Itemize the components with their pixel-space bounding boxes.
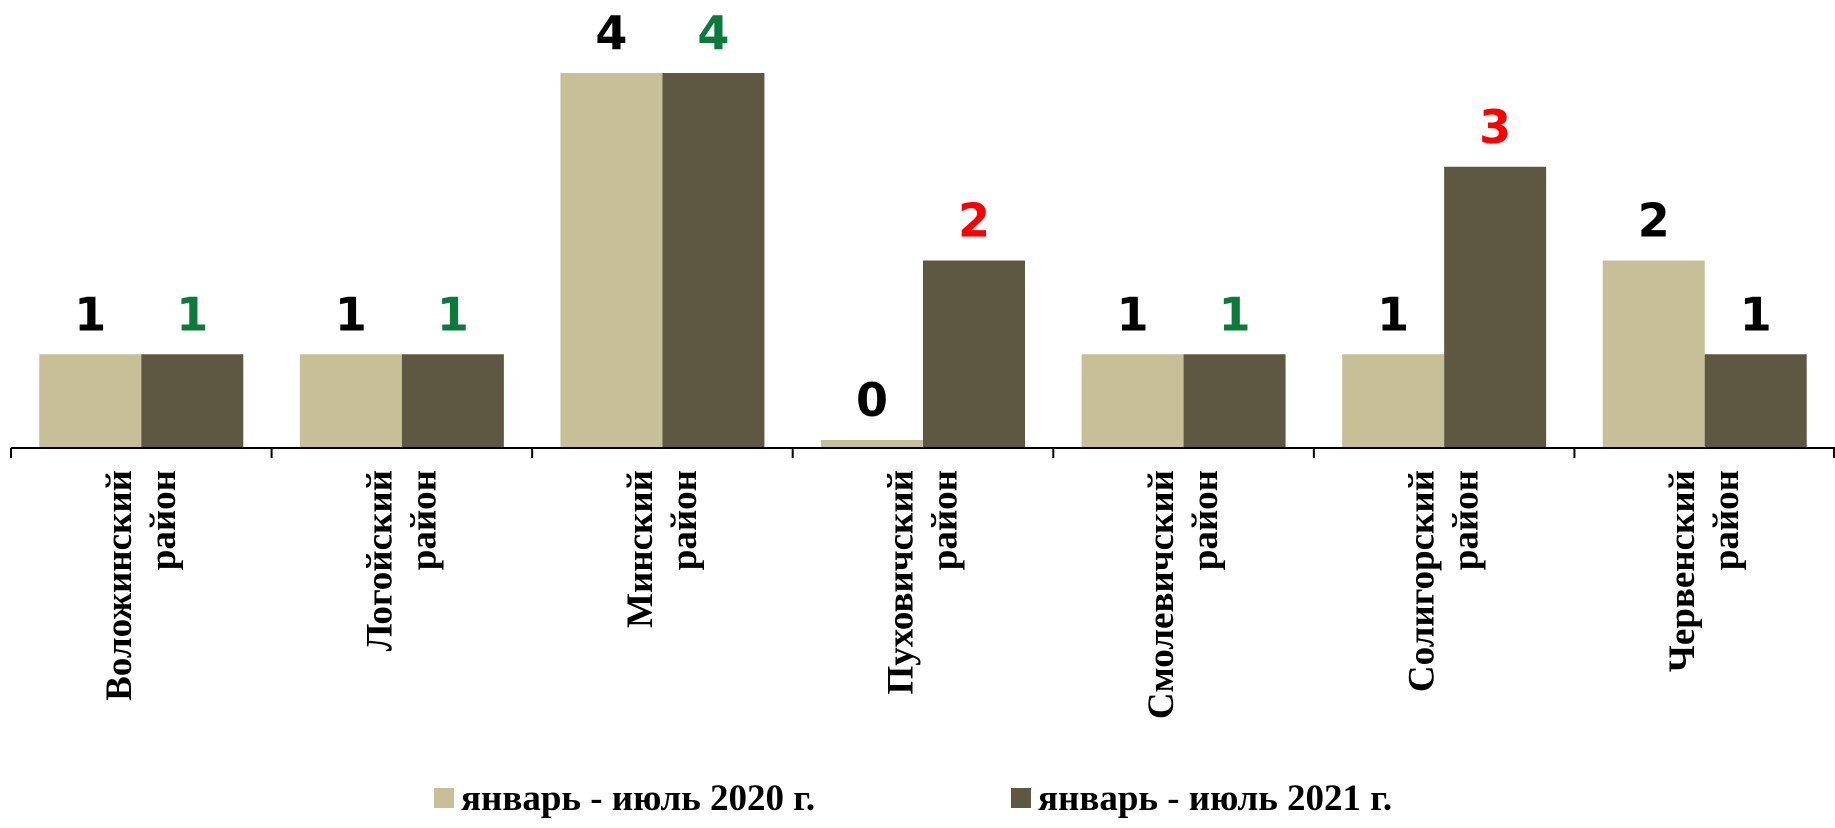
data-label-2021-3: 4 [697,6,729,60]
category-label-5-line-2: район [1185,470,1226,570]
category-label-6-line-2: район [1446,470,1487,570]
bar-2021-5 [1183,354,1286,448]
legend-label-2020: январь - июль 2020 г. [461,777,816,819]
legend-swatch-2020 [434,788,454,808]
category-label-3: Минский район [620,470,705,628]
bar-2020-2 [299,354,402,448]
category-label-6: Солигорский район [1402,470,1487,692]
legend-item-2020: январь - июль 2020 г. [434,777,816,819]
category-label-7-line-2: район [1706,470,1747,570]
category-label-1: Воложинский район [99,470,184,701]
category-label-2-line-1: Логойский [359,470,400,651]
data-label-2020-1: 1 [74,287,106,341]
data-label-2021-4: 2 [958,194,990,248]
bar-2021-7 [1704,354,1807,448]
category-label-7-line-1: Червенский [1662,470,1703,672]
category-label-2-line-2: район [403,470,444,570]
category-label-3-line-1: Минский [620,470,661,628]
category-label-4: Пуховичский район [881,470,966,695]
category-label-4-line-2: район [925,470,966,570]
legend-swatch-2021 [1011,788,1031,808]
legend-item-2021: январь - июль 2021 г. [1011,777,1393,819]
category-label-1-line-2: район [143,470,184,570]
bar-2020-6 [1342,354,1445,448]
data-label-2021-6: 3 [1479,100,1511,154]
legend: январь - июль 2020 г. январь - июль 2021… [0,778,1835,828]
data-label-2020-3: 4 [595,6,627,60]
bar-2021-3 [662,73,765,448]
bar-2021-2 [401,354,504,448]
bar-2021-1 [141,354,244,448]
bar-2020-5 [1081,354,1184,448]
category-label-2: Логойский район [359,470,444,651]
category-label-5-line-1: Смолевичский [1141,470,1182,719]
data-label-2021-7: 1 [1740,287,1772,341]
bar-2020-1 [39,354,142,448]
category-label-6-line-1: Солигорский [1402,470,1443,692]
data-label-2021-5: 1 [1219,287,1251,341]
data-label-2021-1: 1 [176,287,208,341]
bar-2021-6 [1444,166,1547,448]
legend-label-2021: январь - июль 2021 г. [1038,777,1393,819]
category-label-7: Червенский район [1662,470,1747,672]
bar-2020-7 [1602,260,1705,448]
data-label-2020-4: 0 [856,373,888,427]
category-label-1-line-1: Воложинский [99,470,140,701]
data-label-2020-6: 1 [1377,287,1409,341]
data-label-2021-2: 1 [437,287,469,341]
category-label-3-line-2: район [664,470,705,570]
bar-2020-3 [560,73,663,448]
category-label-4-line-1: Пуховичский [881,470,922,695]
data-label-2020-7: 2 [1638,194,1670,248]
data-label-2020-5: 1 [1117,287,1149,341]
bar-2020-4 [821,440,923,448]
category-label-5: Смолевичский район [1141,470,1226,719]
data-label-2020-2: 1 [335,287,367,341]
bar-2021-4 [923,260,1025,448]
